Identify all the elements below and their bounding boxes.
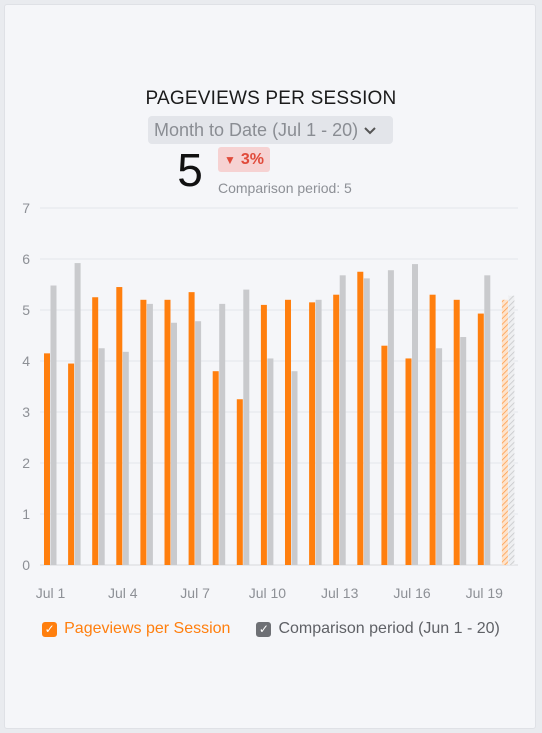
bar-primary-17[interactable] — [429, 294, 436, 565]
bar-chart: 0 1 2 3 4 5 6 7 Jul 1 Jul 4 Jul 7 Jul 10 Jul 13 Jul … — [22, 200, 518, 601]
x-tick-label: Jul 4 — [108, 585, 138, 601]
delta-badge: ▼ 3% — [218, 147, 271, 172]
bar-comparison-14[interactable] — [363, 278, 370, 565]
bar-primary-12[interactable] — [309, 302, 316, 565]
bar-comparison-17[interactable] — [436, 348, 443, 565]
x-tick-label: Jul 13 — [321, 585, 359, 601]
bar-primary-10[interactable] — [260, 304, 267, 565]
delta-value: 3% — [240, 150, 265, 168]
legend-label-primary: Pageviews per Session — [64, 620, 231, 637]
triangle-down-icon: ▼ — [224, 152, 236, 167]
bar-primary-18[interactable] — [453, 299, 460, 565]
y-tick-label: 1 — [22, 506, 30, 522]
legend-item-primary[interactable]: ✓ Pageviews per Session — [42, 620, 230, 638]
bar-primary-13[interactable] — [333, 294, 340, 565]
bar-primary-8[interactable] — [212, 371, 219, 565]
checkbox-checked-icon[interactable]: ✓ — [256, 621, 272, 637]
bar-primary-11[interactable] — [285, 299, 291, 565]
bar-comparison-15[interactable] — [387, 270, 394, 565]
bar-comparison-8[interactable] — [219, 303, 226, 565]
bar-comparison-1[interactable] — [50, 285, 57, 565]
bar-primary-15[interactable] — [381, 345, 388, 565]
bar-primary-14[interactable] — [357, 271, 364, 565]
y-tick-label: 4 — [22, 353, 30, 369]
x-tick-label: Jul 16 — [393, 585, 431, 601]
chart-legend: ✓ Pageviews per Session ✓ Comparison per… — [0, 620, 542, 638]
bar-comparison-11[interactable] — [291, 371, 298, 565]
metric-value: 5 — [177, 144, 203, 196]
bar-comparison-10[interactable] — [267, 358, 274, 565]
bar-primary-5[interactable] — [140, 299, 147, 565]
bar-comparison-12[interactable] — [315, 299, 322, 565]
comparison-text: Comparison period: 5 — [218, 180, 352, 196]
x-tick-label: Jul 7 — [180, 585, 210, 601]
x-tick-label: Jul 1 — [36, 585, 66, 601]
bar-comparison-16[interactable] — [412, 264, 418, 565]
bar-primary-2[interactable] — [68, 363, 75, 565]
bar-comparison-9[interactable] — [243, 289, 250, 565]
bar-primary-3[interactable] — [92, 297, 99, 565]
y-tick-label: 5 — [22, 302, 30, 318]
bar-primary-1[interactable] — [44, 353, 50, 565]
bar-comparison-20[interactable] — [508, 295, 515, 565]
legend-item-comparison[interactable]: ✓ Comparison period (Jun 1 - 20) — [256, 620, 500, 638]
checkbox-checked-icon[interactable]: ✓ — [42, 621, 58, 637]
period-dropdown[interactable]: Month to Date (Jul 1 - 20) — [148, 116, 393, 144]
bar-comparison-5[interactable] — [146, 303, 153, 565]
bar-primary-4[interactable] — [116, 287, 123, 565]
bar-primary-16[interactable] — [405, 358, 412, 565]
bar-comparison-7[interactable] — [195, 321, 202, 565]
chevron-down-icon — [364, 123, 376, 138]
widget-title: PAGEVIEWS PER SESSION — [145, 88, 397, 109]
period-label: Month to Date (Jul 1 - 20) — [154, 119, 359, 140]
y-tick-label: 3 — [22, 404, 30, 420]
bar-comparison-4[interactable] — [122, 351, 129, 565]
y-tick-label: 0 — [22, 557, 30, 573]
y-tick-label: 2 — [22, 455, 30, 471]
bar-comparison-19[interactable] — [484, 275, 491, 565]
bar-primary-7[interactable] — [188, 292, 195, 565]
bar-primary-9[interactable] — [236, 399, 243, 565]
bar-comparison-18[interactable] — [460, 337, 467, 565]
y-tick-label: 6 — [22, 251, 30, 267]
bar-comparison-3[interactable] — [98, 348, 105, 565]
x-tick-label: Jul 10 — [249, 585, 287, 601]
y-tick-label: 7 — [22, 200, 30, 216]
bar-comparison-6[interactable] — [171, 322, 177, 565]
x-tick-label: Jul 19 — [466, 585, 504, 601]
bar-comparison-13[interactable] — [339, 275, 346, 565]
bar-primary-19[interactable] — [477, 313, 484, 565]
legend-label-comparison: Comparison period (Jun 1 - 20) — [278, 620, 500, 637]
bar-primary-6[interactable] — [164, 299, 171, 565]
bar-comparison-2[interactable] — [74, 263, 81, 565]
bar-primary-20[interactable] — [501, 299, 508, 565]
